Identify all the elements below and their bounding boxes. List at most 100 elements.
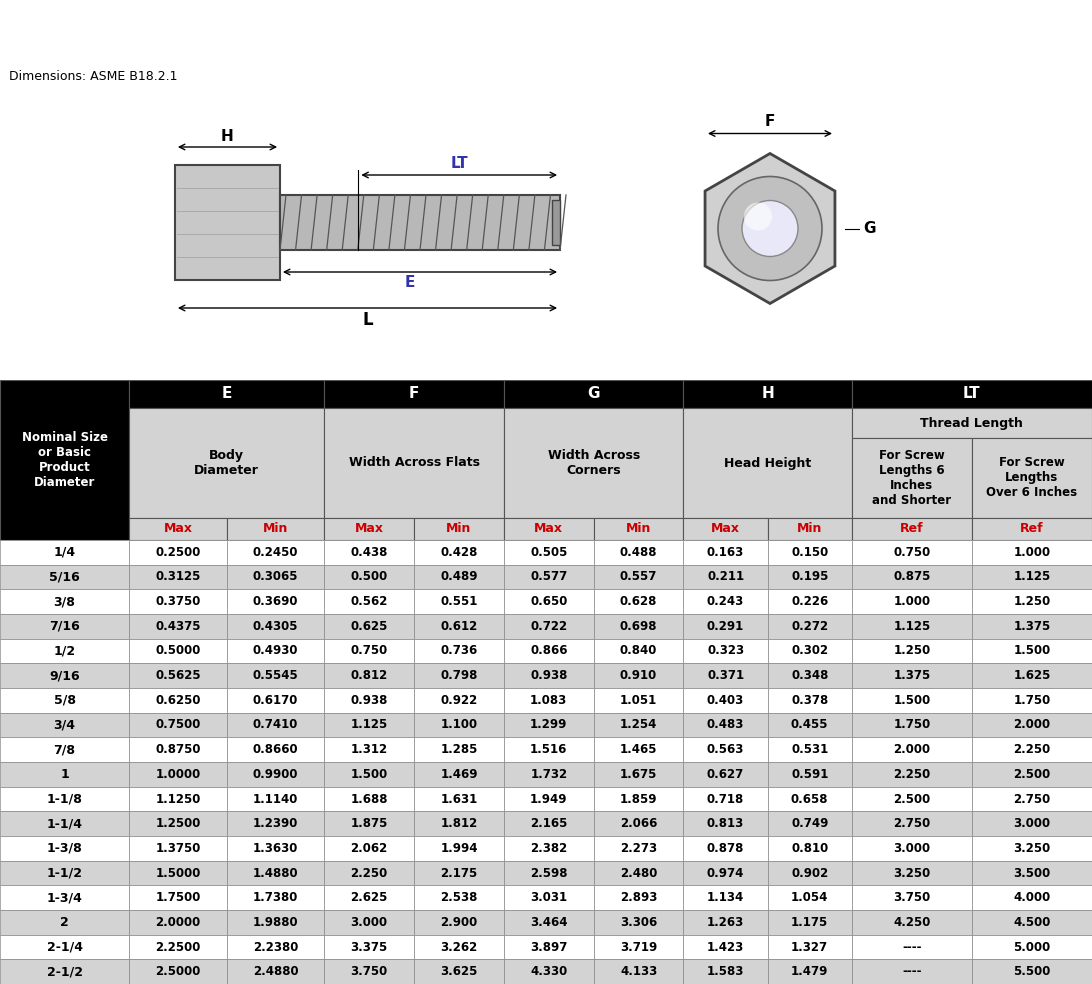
Bar — [503, 959, 594, 984]
Text: 0.628: 0.628 — [620, 595, 657, 608]
Text: 0.4305: 0.4305 — [252, 620, 298, 633]
Polygon shape — [705, 154, 835, 303]
Bar — [852, 712, 972, 737]
Text: 0.810: 0.810 — [791, 842, 829, 855]
Bar — [227, 836, 324, 861]
Bar — [227, 614, 324, 639]
Bar — [852, 786, 972, 812]
Text: 1.000: 1.000 — [893, 595, 930, 608]
Bar — [129, 540, 227, 565]
Bar — [852, 935, 972, 959]
Bar — [227, 910, 324, 935]
Bar — [594, 518, 684, 540]
Text: 2-1/4: 2-1/4 — [47, 941, 83, 953]
Text: 0.243: 0.243 — [707, 595, 744, 608]
Text: 1-1/8: 1-1/8 — [47, 792, 83, 806]
Text: 2.538: 2.538 — [440, 892, 477, 904]
Text: 0.302: 0.302 — [792, 645, 829, 657]
Bar — [972, 565, 1092, 589]
Bar — [972, 886, 1092, 910]
Text: 0.348: 0.348 — [791, 669, 829, 682]
Bar — [324, 786, 414, 812]
Bar — [594, 786, 684, 812]
Text: Min: Min — [797, 523, 822, 535]
Bar — [129, 861, 227, 886]
Text: 1.7500: 1.7500 — [155, 892, 201, 904]
Bar — [684, 565, 768, 589]
Bar — [768, 786, 852, 812]
Bar — [0, 614, 129, 639]
Bar — [594, 886, 684, 910]
Text: 3.262: 3.262 — [440, 941, 477, 953]
Bar — [852, 565, 972, 589]
Bar — [972, 663, 1092, 688]
Text: 2.382: 2.382 — [531, 842, 568, 855]
Bar — [414, 812, 503, 836]
Text: 0.910: 0.910 — [620, 669, 657, 682]
Bar — [972, 540, 1092, 565]
Text: 0.323: 0.323 — [707, 645, 744, 657]
Bar — [972, 935, 1092, 959]
Text: PRODUCT DATA SHEET: PRODUCT DATA SHEET — [450, 46, 642, 61]
Bar — [129, 380, 324, 408]
Text: 3.000: 3.000 — [351, 916, 388, 929]
Text: 0.5545: 0.5545 — [252, 669, 298, 682]
Text: 1.875: 1.875 — [351, 817, 388, 830]
Text: 1-3/4: 1-3/4 — [47, 892, 83, 904]
Text: 1.7380: 1.7380 — [253, 892, 298, 904]
Bar — [0, 836, 129, 861]
Bar — [594, 762, 684, 786]
Circle shape — [744, 203, 772, 230]
Bar — [503, 589, 594, 614]
Text: 1.312: 1.312 — [351, 743, 388, 756]
Text: 3.500: 3.500 — [1013, 867, 1051, 880]
Text: ----: ---- — [902, 941, 922, 953]
Text: 1.100: 1.100 — [440, 718, 477, 731]
Bar — [0, 688, 129, 712]
Bar — [324, 408, 503, 518]
Text: Max: Max — [355, 523, 383, 535]
Text: 2.062: 2.062 — [351, 842, 388, 855]
Text: 0.798: 0.798 — [440, 669, 477, 682]
Text: Width Across
Corners: Width Across Corners — [547, 449, 640, 477]
Text: 0.866: 0.866 — [530, 645, 568, 657]
Text: 1-1/2: 1-1/2 — [47, 867, 83, 880]
Text: 1.812: 1.812 — [440, 817, 477, 830]
Text: 0.488: 0.488 — [620, 546, 657, 559]
Bar — [0, 737, 129, 762]
Text: 0.591: 0.591 — [791, 768, 829, 781]
Text: 3.897: 3.897 — [530, 941, 568, 953]
Bar — [414, 762, 503, 786]
Bar — [684, 737, 768, 762]
Bar — [0, 886, 129, 910]
Bar — [227, 886, 324, 910]
Text: E: E — [405, 275, 415, 290]
Text: 0.226: 0.226 — [791, 595, 829, 608]
Bar — [227, 737, 324, 762]
Bar — [324, 812, 414, 836]
Bar — [594, 836, 684, 861]
Bar — [972, 861, 1092, 886]
Text: 2.066: 2.066 — [620, 817, 657, 830]
Text: 1.2500: 1.2500 — [155, 817, 201, 830]
Bar — [684, 861, 768, 886]
Text: 2: 2 — [60, 916, 69, 929]
Bar — [503, 886, 594, 910]
Bar — [227, 589, 324, 614]
Text: 1.327: 1.327 — [792, 941, 829, 953]
Text: 1.054: 1.054 — [791, 892, 829, 904]
Bar — [503, 408, 684, 518]
Bar — [594, 712, 684, 737]
Bar — [227, 959, 324, 984]
Bar — [280, 195, 560, 250]
Text: 3.464: 3.464 — [530, 916, 568, 929]
Bar — [129, 688, 227, 712]
Bar — [227, 565, 324, 589]
Bar — [414, 589, 503, 614]
Text: 0.922: 0.922 — [440, 694, 477, 707]
Bar — [972, 712, 1092, 737]
Text: F: F — [764, 114, 775, 130]
Text: 0.3690: 0.3690 — [252, 595, 298, 608]
Text: 0.612: 0.612 — [440, 620, 477, 633]
Bar — [594, 565, 684, 589]
